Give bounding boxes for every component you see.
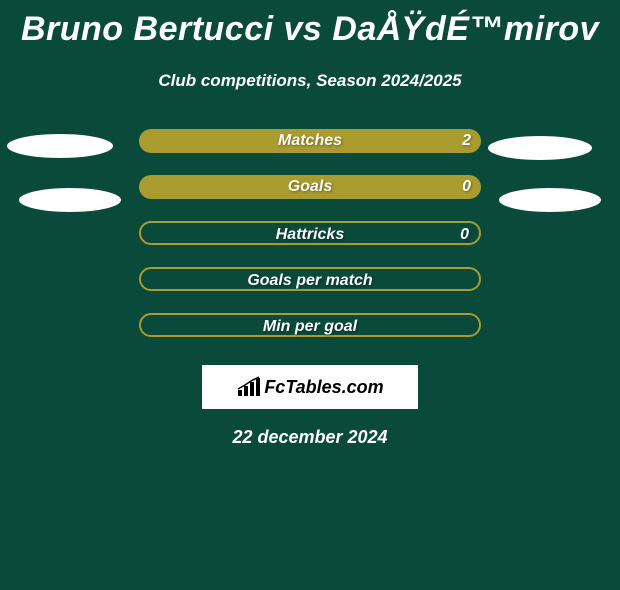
stat-row: Goals per match xyxy=(0,267,620,313)
stat-bar: Min per goal xyxy=(139,313,481,337)
page-title: Bruno Bertucci vs DaÅŸdÉ™mirov xyxy=(0,10,620,49)
stat-bar: Matches2 xyxy=(139,129,481,153)
stat-row: Hattricks0 xyxy=(0,221,620,267)
decorative-ellipse xyxy=(499,188,601,212)
stat-label: Matches xyxy=(139,129,481,153)
bar-chart-icon xyxy=(236,376,262,398)
stat-value: 2 xyxy=(462,129,471,153)
stat-value: 0 xyxy=(460,223,469,247)
logo-box: FcTables.com xyxy=(202,365,418,409)
stat-bar: Goals per match xyxy=(139,267,481,291)
stat-label: Goals per match xyxy=(141,269,479,293)
stat-row: Min per goal xyxy=(0,313,620,359)
stat-bar: Goals0 xyxy=(139,175,481,199)
decorative-ellipse xyxy=(488,136,592,160)
logo-text: FcTables.com xyxy=(264,377,383,398)
stat-bar: Hattricks0 xyxy=(139,221,481,245)
stats-block: Matches2Goals0Hattricks0Goals per matchM… xyxy=(0,129,620,359)
page-subtitle: Club competitions, Season 2024/2025 xyxy=(0,71,620,91)
decorative-ellipse xyxy=(7,134,113,158)
decorative-ellipse xyxy=(19,188,121,212)
stat-label: Hattricks xyxy=(141,223,479,247)
stat-label: Min per goal xyxy=(141,315,479,339)
stat-value: 0 xyxy=(462,175,471,199)
date-text: 22 december 2024 xyxy=(0,427,620,448)
stat-label: Goals xyxy=(139,175,481,199)
